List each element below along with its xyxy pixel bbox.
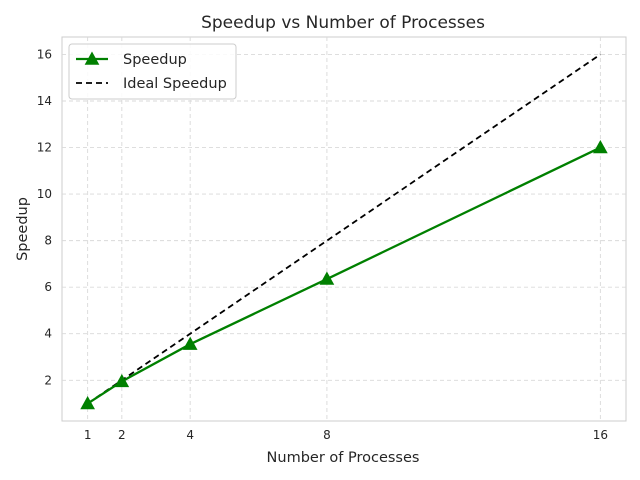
y-tick-label: 16 xyxy=(37,47,52,61)
legend-marker-speedup xyxy=(84,51,100,65)
legend-label-speedup: Speedup xyxy=(123,52,187,68)
x-tick-label: 4 xyxy=(186,428,194,442)
speedup-point xyxy=(80,396,95,410)
y-tick-label: 14 xyxy=(37,94,52,108)
x-tick-label: 8 xyxy=(323,428,331,442)
speedup-point xyxy=(593,140,608,154)
x-tick-label: 1 xyxy=(84,428,92,442)
x-tick-label: 2 xyxy=(118,428,126,442)
y-axis-label: Speedup xyxy=(15,197,31,261)
ideal-speedup-line xyxy=(87,53,601,405)
y-tick-label: 4 xyxy=(44,327,52,341)
speedup-point xyxy=(182,336,198,350)
series xyxy=(80,53,608,410)
grid xyxy=(62,37,626,421)
chart-title: Speedup vs Number of Processes xyxy=(201,13,485,33)
legend-box xyxy=(68,43,237,100)
y-tick-label: 12 xyxy=(37,141,52,155)
y-tick-label: 8 xyxy=(44,234,52,248)
x-tick-label: 16 xyxy=(593,428,608,442)
x-axis-label: Number of Processes xyxy=(267,450,420,466)
legend-label-ideal-speedup: Ideal Speedup xyxy=(123,76,227,92)
legend: Speedup Ideal Speedup xyxy=(68,43,237,100)
y-tick-label: 6 xyxy=(44,280,52,294)
y-tick-label: 10 xyxy=(37,187,52,201)
y-tick-label: 2 xyxy=(44,373,52,387)
speedup-point xyxy=(319,271,335,285)
speedup-point xyxy=(114,373,130,388)
